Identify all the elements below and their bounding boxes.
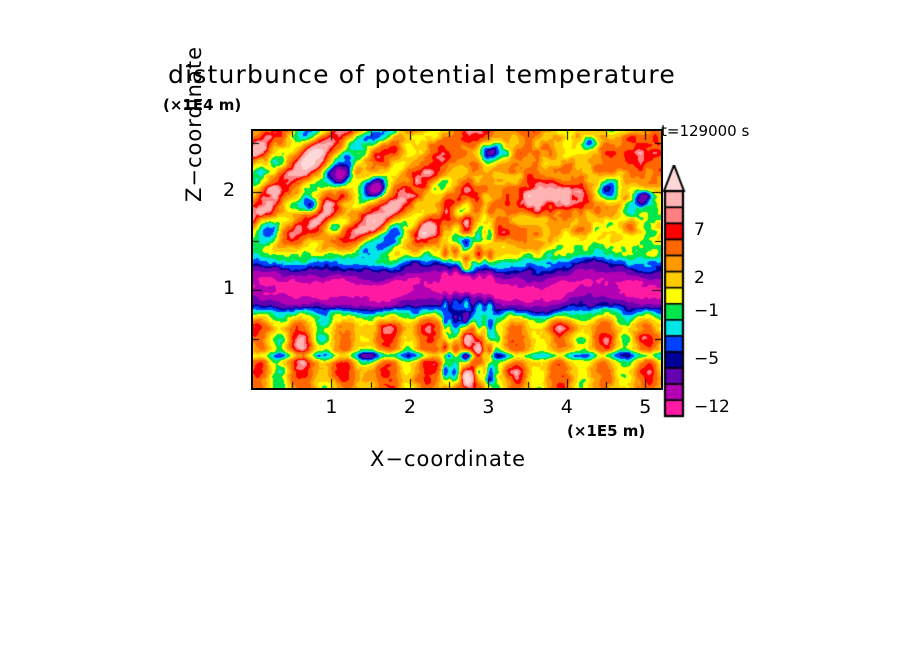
contour-field xyxy=(253,131,661,388)
colorbar-tick-label: −5 xyxy=(694,348,720,369)
colorbar-tick-label: 7 xyxy=(694,220,705,241)
y-axis-label: Z−coordinate xyxy=(182,46,206,202)
colorbar-tick-label: −1 xyxy=(694,300,720,321)
colorbar-tick-label: −12 xyxy=(694,396,730,417)
x-tick-label: 4 xyxy=(560,396,573,418)
y-tick-label: 1 xyxy=(222,276,236,299)
x-axis-unit: (×1E5 m) xyxy=(567,422,646,440)
x-tick-label: 2 xyxy=(403,396,416,418)
y-axis-unit: (×1E4 m) xyxy=(163,96,242,114)
x-tick-label: 5 xyxy=(639,396,652,418)
x-tick-label: 3 xyxy=(482,396,495,418)
x-tick-label: 1 xyxy=(325,396,338,418)
y-tick-label: 2 xyxy=(222,178,236,201)
colorbar-tick-label: 2 xyxy=(694,268,705,289)
colorbar xyxy=(662,165,686,425)
timestamp-annotation: t=129000 s xyxy=(661,122,750,140)
x-axis-label: X−coordinate xyxy=(370,447,526,471)
chart-title: disturbunce of potential temperature xyxy=(168,60,676,89)
